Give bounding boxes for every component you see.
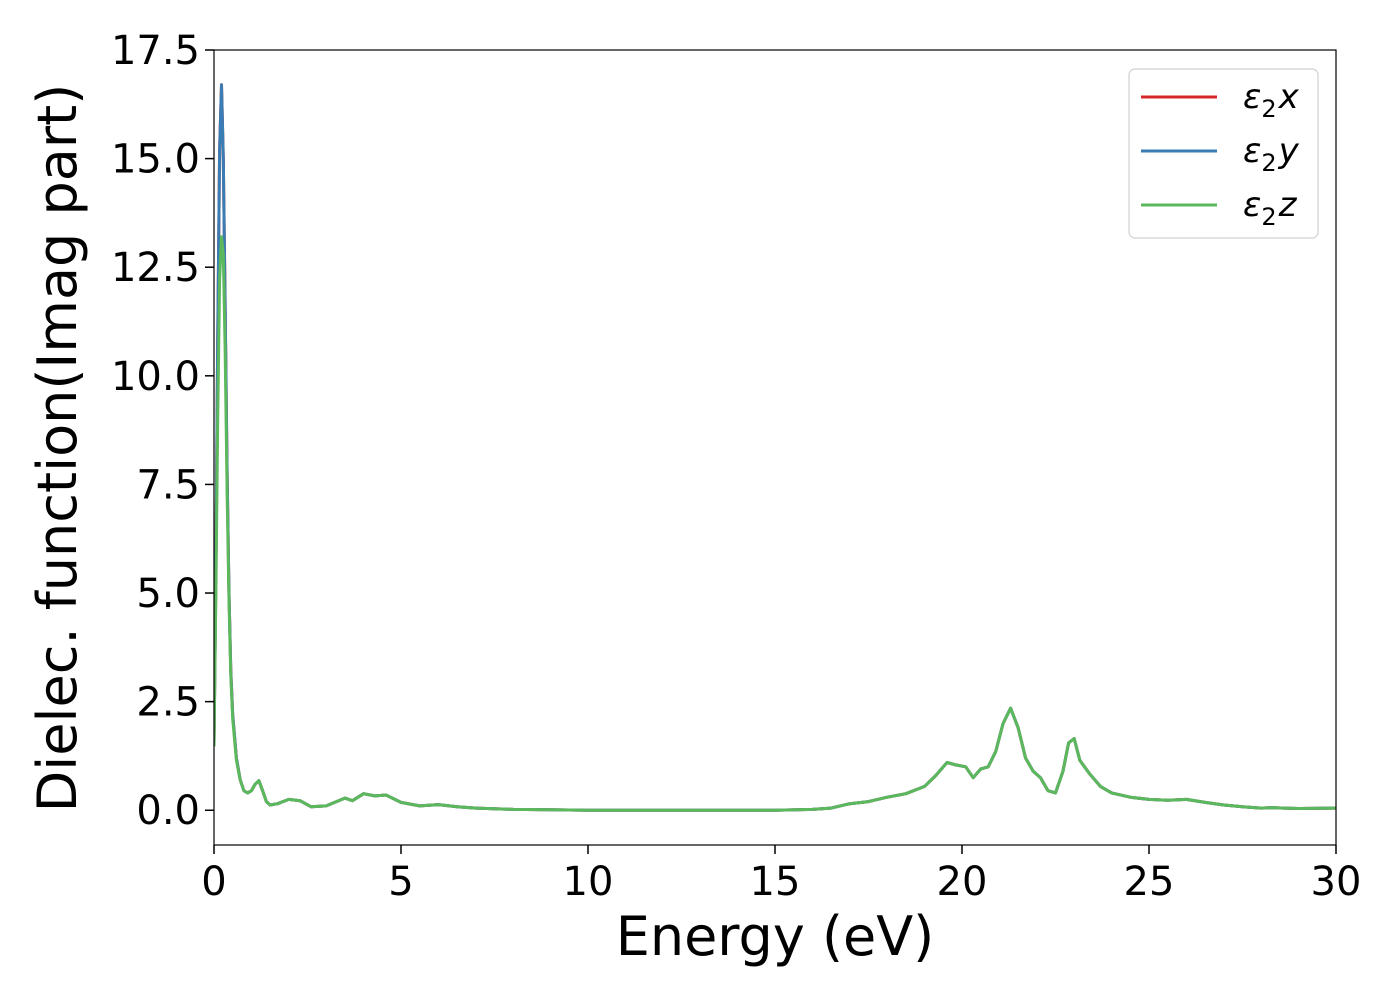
y-tick-label: 0.0 — [136, 788, 200, 834]
y-tick-label: 15.0 — [111, 137, 200, 183]
x-tick-label: 25 — [1124, 859, 1175, 905]
y-axis-title: Dielec. function(Imag part) — [26, 84, 89, 813]
x-tick-label: 20 — [937, 859, 988, 905]
y-tick-label: 7.5 — [136, 462, 200, 508]
x-axis: 0 5 10 15 20 25 30 — [201, 845, 1361, 905]
x-tick-label: 5 — [388, 859, 413, 905]
series-line-z — [214, 235, 1336, 812]
x-tick-label: 10 — [563, 859, 614, 905]
legend-label-z: ε2z — [1243, 185, 1298, 231]
legend-label-y: ε2y — [1243, 131, 1300, 177]
legend: ε2x ε2y ε2z — [1128, 68, 1319, 239]
x-axis-title: Energy (eV) — [616, 905, 935, 968]
y-axis: 0.0 2.5 5.0 7.5 10.0 12.5 15.0 17.5 — [111, 28, 214, 834]
legend-frame — [1128, 68, 1319, 239]
x-tick-label: 0 — [201, 859, 226, 905]
y-tick-label: 17.5 — [111, 28, 200, 74]
y-tick-label: 5.0 — [136, 571, 200, 617]
y-tick-label: 10.0 — [111, 354, 200, 400]
x-tick-label: 15 — [750, 859, 801, 905]
y-tick-label: 2.5 — [136, 680, 200, 726]
legend-label-x: ε2x — [1243, 77, 1300, 123]
series-layer — [214, 83, 1336, 812]
y-tick-label: 12.5 — [111, 245, 200, 291]
x-tick-label: 30 — [1311, 859, 1362, 905]
